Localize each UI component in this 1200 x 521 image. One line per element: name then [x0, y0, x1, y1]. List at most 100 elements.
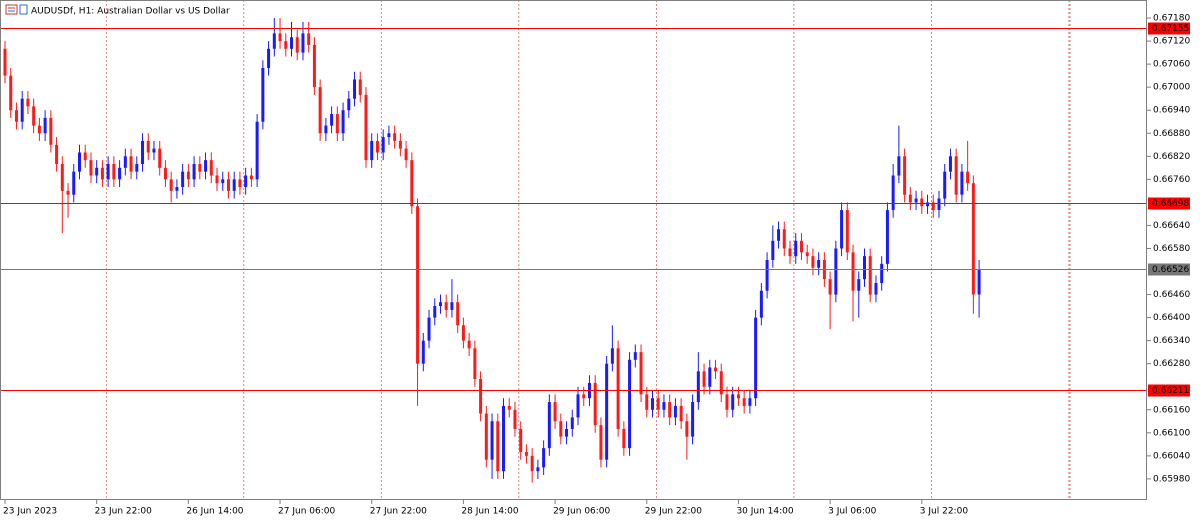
- candle-body: [404, 148, 408, 161]
- candle-body: [238, 179, 242, 188]
- candle-body: [146, 140, 150, 153]
- candle-body: [777, 229, 781, 241]
- candle-body: [742, 398, 746, 406]
- candle-body: [295, 37, 299, 53]
- candle-body: [467, 340, 471, 349]
- candle-body: [3, 48, 7, 76]
- candle-body: [244, 175, 248, 188]
- candle-body: [438, 302, 442, 307]
- candle-body: [209, 160, 213, 176]
- y-tick-label: 0.67000: [1153, 83, 1190, 93]
- candle-body: [427, 317, 431, 341]
- candle-body: [398, 140, 402, 149]
- candle-body: [679, 405, 683, 422]
- candle-body: [169, 179, 173, 191]
- candle-body: [198, 163, 202, 172]
- candle-body: [553, 402, 557, 422]
- candle-body: [301, 33, 305, 53]
- candle-body: [576, 394, 580, 418]
- candle-body: [387, 133, 391, 138]
- candle-body: [66, 190, 70, 195]
- candle-body: [284, 41, 288, 49]
- x-tick-label: 30 Jun 14:00: [736, 507, 793, 517]
- candle-body: [381, 137, 385, 153]
- candle-body: [931, 202, 935, 211]
- candle-body: [868, 256, 872, 295]
- y-tick-label: 0.66880: [1153, 129, 1190, 139]
- y-tick-label: 0.67120: [1153, 37, 1190, 47]
- candle-body: [519, 428, 523, 452]
- candle-body: [673, 405, 677, 418]
- candle-body: [903, 156, 907, 195]
- x-tick-label: 28 Jun 14:00: [461, 507, 518, 517]
- candle-body: [559, 421, 563, 437]
- candle-body: [118, 167, 122, 180]
- candle-body: [828, 279, 832, 295]
- candle-body: [685, 421, 689, 437]
- candle-body: [880, 263, 884, 284]
- candle-body: [782, 229, 786, 249]
- candle-body: [192, 163, 196, 180]
- x-tick-label: 3 Jul 06:00: [828, 507, 877, 517]
- candle-body: [181, 171, 185, 188]
- level-label: 0.66526: [1152, 265, 1189, 275]
- candle-body: [461, 325, 465, 341]
- level-label: 0.66211: [1152, 386, 1189, 396]
- y-tick-label: 0.65980: [1153, 474, 1190, 484]
- candle-body: [943, 171, 947, 199]
- x-tick-label: 3 Jul 22:00: [920, 507, 969, 517]
- x-tick-label: 23 Jun 2023: [3, 507, 57, 517]
- candle-body: [32, 106, 36, 126]
- candle-body: [788, 248, 792, 257]
- level-layer: 0.67155 0.66698 0.66526 0.66211: [0, 22, 1190, 397]
- candle-body: [966, 171, 970, 184]
- candle-body: [490, 421, 494, 460]
- candle-body: [754, 317, 758, 399]
- candle-body: [290, 37, 293, 49]
- level-label: 0.66698: [1152, 199, 1189, 209]
- candle-body: [226, 179, 230, 191]
- chart-title: AUDUSDf, H1: Australian Dollar vs US Dol…: [31, 7, 230, 17]
- candle-body: [708, 367, 712, 387]
- candle-body: [650, 398, 654, 410]
- y-tick-label: 0.66820: [1153, 152, 1190, 162]
- candle-body: [312, 44, 316, 88]
- candle-body: [375, 140, 379, 153]
- candle-body: [702, 371, 706, 387]
- candle-body: [129, 156, 133, 172]
- y-tick-label: 0.66100: [1153, 428, 1190, 438]
- candle-body: [811, 256, 815, 268]
- candle-body: [565, 428, 569, 437]
- candle-body: [530, 455, 534, 472]
- candle-body: [152, 148, 156, 153]
- candle-body: [106, 163, 110, 180]
- candle-body: [89, 160, 93, 176]
- candle-body: [444, 302, 448, 310]
- candle-body: [324, 125, 328, 134]
- grid-layer: 0.67180 0.67120 0.67060 0.67000 0.66940 0.668…: [3, 0, 1190, 517]
- candle-body: [817, 259, 821, 268]
- candle-body: [599, 425, 603, 460]
- candle-body: [731, 394, 735, 410]
- x-tick-label: 23 Jun 22:00: [95, 507, 152, 517]
- candle-body: [971, 183, 975, 295]
- candle-body: [261, 67, 265, 122]
- candle-body: [891, 175, 895, 211]
- candle-body: [72, 171, 76, 195]
- candle-body: [353, 79, 357, 99]
- candle-body: [456, 302, 460, 326]
- candle-body: [341, 110, 345, 134]
- candle-body: [610, 348, 614, 364]
- candle-body: [215, 175, 219, 184]
- candle-body: [123, 156, 127, 168]
- candle-body: [622, 428, 626, 449]
- candle-body: [330, 114, 334, 126]
- candle-body: [851, 252, 855, 291]
- x-tick-label: 26 Jun 14:00: [186, 507, 243, 517]
- candle-body: [135, 163, 139, 172]
- level-tag: [1148, 197, 1190, 210]
- candle-body: [204, 160, 208, 172]
- x-tick-label: 27 Jun 06:00: [278, 507, 335, 517]
- candle-body: [112, 163, 116, 180]
